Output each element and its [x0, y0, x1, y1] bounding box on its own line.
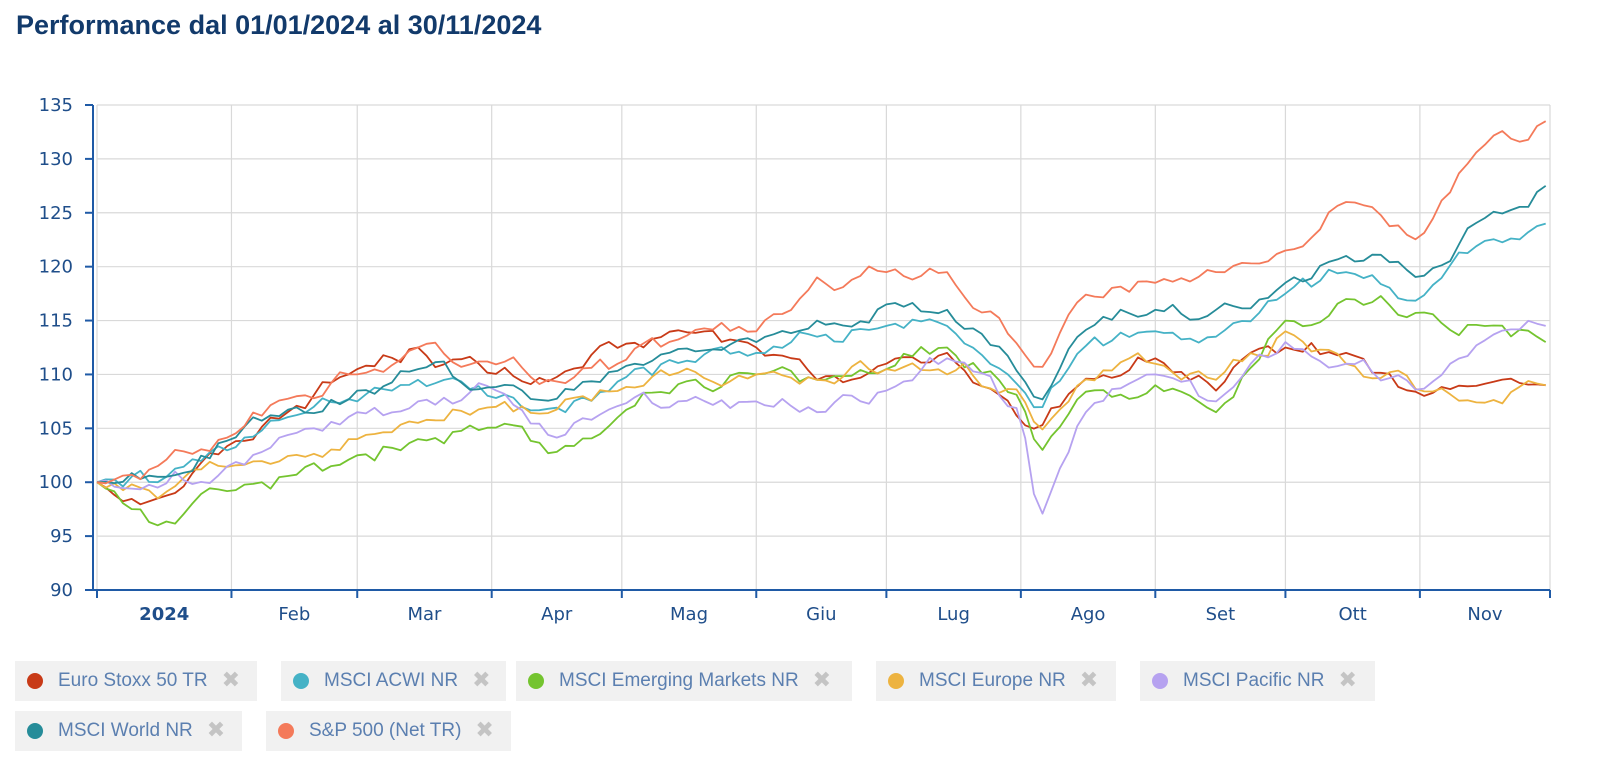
legend-label: MSCI ACWI NR	[324, 670, 459, 691]
legend-dot	[27, 723, 43, 739]
y-tick-label: 130	[39, 149, 73, 170]
remove-series-icon[interactable]: ✖	[221, 668, 241, 693]
y-tick-label: 95	[50, 526, 73, 547]
x-tick-label: Ott	[1339, 604, 1367, 625]
remove-series-icon[interactable]: ✖	[206, 718, 226, 743]
legend-label: Euro Stoxx 50 TR	[58, 670, 208, 691]
series-line-5	[96, 185, 1547, 484]
y-tick-label: 135	[39, 95, 73, 116]
x-tick-label: Feb	[278, 604, 310, 625]
series-line-0	[96, 329, 1546, 506]
remove-series-icon[interactable]: ✖	[475, 718, 494, 743]
legend-item-msci-pacific[interactable]: MSCI Pacific NR ✖	[1140, 661, 1375, 701]
x-tick-label: Giu	[806, 604, 836, 625]
legend-item-msci-europe[interactable]: MSCI Europe NR ✖	[876, 661, 1116, 701]
legend-label: S&P 500 (Net TR)	[309, 720, 462, 741]
y-tick-label: 120	[39, 257, 73, 278]
remove-series-icon[interactable]: ✖	[812, 668, 832, 693]
x-tick-label: Mar	[407, 604, 442, 625]
legend-dot	[888, 673, 904, 689]
x-tick-label: Lug	[937, 604, 970, 625]
remove-series-icon[interactable]: ✖	[472, 668, 491, 693]
legend-item-euro-stoxx-50[interactable]: Euro Stoxx 50 TR ✖	[15, 661, 257, 701]
x-tick-label: Nov	[1467, 604, 1502, 625]
remove-series-icon[interactable]: ✖	[1338, 668, 1357, 693]
series-line-2	[96, 295, 1547, 527]
x-tick-label: Apr	[541, 604, 573, 625]
y-tick-label: 115	[39, 311, 73, 332]
y-tick-label: 105	[39, 418, 73, 439]
legend-item-msci-emerging-markets[interactable]: MSCI Emerging Markets NR ✖	[516, 661, 852, 701]
series-line-6	[96, 120, 1547, 485]
series-line-4	[96, 319, 1546, 515]
y-tick-label: 125	[39, 203, 73, 224]
y-tick-label: 90	[50, 580, 73, 601]
x-tick-label: 2024	[139, 604, 189, 625]
legend-dot	[528, 673, 544, 689]
legend-item-msci-world[interactable]: MSCI World NR ✖	[15, 711, 242, 751]
legend-dot	[1152, 673, 1168, 689]
legend-dot	[293, 673, 309, 689]
legend-label: MSCI Europe NR	[919, 670, 1066, 691]
legend-label: MSCI Emerging Markets NR	[559, 670, 799, 691]
legend-dot	[27, 673, 43, 689]
legend-dot	[278, 723, 294, 739]
series-line-3	[96, 330, 1546, 500]
x-tick-label: Ago	[1071, 604, 1106, 625]
remove-series-icon[interactable]: ✖	[1079, 668, 1099, 693]
legend-item-msci-acwi[interactable]: MSCI ACWI NR ✖	[281, 661, 506, 701]
x-tick-label: Set	[1206, 604, 1236, 625]
legend-label: MSCI Pacific NR	[1183, 670, 1325, 691]
y-tick-label: 110	[39, 364, 73, 385]
performance-line-chart: 135 130 125 120 115 110 105 100 95 90 2024 Feb Mar Ap…	[39, 95, 1551, 625]
y-tick-label: 100	[39, 472, 73, 493]
legend-item-sp-500[interactable]: S&P 500 (Net TR) ✖	[266, 711, 511, 751]
legend-label: MSCI World NR	[58, 720, 193, 741]
page-title: Performance dal 01/01/2024 al 30/11/2024	[16, 10, 542, 40]
x-tick-label: Mag	[670, 604, 708, 625]
